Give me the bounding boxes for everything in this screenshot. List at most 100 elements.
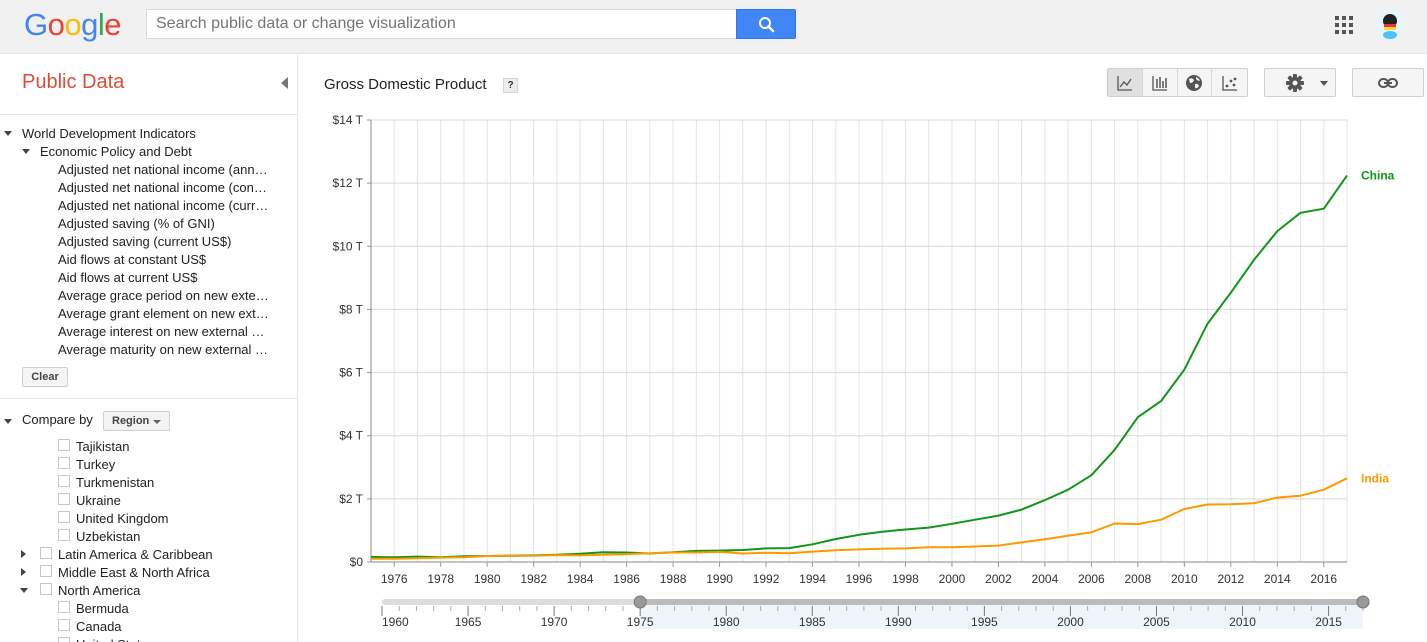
- compare-by-label: Compare by: [22, 412, 93, 427]
- country-checkbox[interactable]: [58, 529, 70, 541]
- x-tick-label: 2006: [1078, 572, 1105, 586]
- logo-letter: l: [97, 7, 105, 42]
- gear-icon: [1286, 74, 1328, 92]
- indicator-item[interactable]: Adjusted net national income (curr…: [58, 198, 269, 213]
- divider: [0, 398, 297, 399]
- series-line-india: [371, 477, 1348, 560]
- x-tick-label: 1998: [892, 572, 919, 586]
- timeline-label: 1995: [971, 615, 998, 629]
- country-item[interactable]: Uzbekistan: [76, 529, 141, 544]
- help-icon[interactable]: ?: [503, 78, 518, 93]
- country-checkbox[interactable]: [58, 637, 70, 642]
- x-tick-label: 2008: [1125, 572, 1152, 586]
- indicator-item[interactable]: Adjusted saving (current US$): [58, 234, 232, 249]
- logo-letter: g: [81, 7, 98, 42]
- avatar[interactable]: [1374, 8, 1406, 40]
- tree-root[interactable]: World Development Indicators: [22, 126, 196, 141]
- country-checkbox[interactable]: [58, 493, 70, 505]
- settings-button[interactable]: [1264, 68, 1336, 97]
- indicator-item[interactable]: Adjusted net national income (ann…: [58, 162, 268, 177]
- x-tick-label: 2016: [1310, 572, 1337, 586]
- tree-group[interactable]: Economic Policy and Debt: [40, 144, 192, 159]
- indicator-item[interactable]: Aid flows at constant US$: [58, 252, 207, 267]
- tree-expand-icon[interactable]: [4, 131, 12, 136]
- bubble-chart-button[interactable]: [1212, 69, 1247, 96]
- clear-button[interactable]: Clear: [22, 367, 68, 387]
- timeline-handle[interactable]: [633, 595, 647, 609]
- apps-grid-icon[interactable]: [1335, 16, 1353, 34]
- logo-letter: o: [64, 7, 82, 42]
- link-button[interactable]: [1352, 68, 1424, 97]
- line-chart-button[interactable]: [1108, 69, 1143, 96]
- region-select[interactable]: Region: [103, 411, 170, 431]
- region-item[interactable]: Middle East & North Africa: [58, 565, 210, 580]
- country-checkbox[interactable]: [58, 619, 70, 631]
- indicator-item[interactable]: Adjusted saving (% of GNI): [58, 216, 215, 231]
- country-item[interactable]: Ukraine: [76, 493, 121, 508]
- timeline-label: 2005: [1143, 615, 1170, 629]
- country-item[interactable]: Canada: [76, 619, 122, 634]
- region-item[interactable]: Latin America & Caribbean: [58, 547, 213, 562]
- x-tick-label: 2000: [939, 572, 966, 586]
- y-tick-label: $0: [350, 555, 364, 569]
- link-icon: [1378, 77, 1398, 88]
- region-checkbox[interactable]: [40, 565, 52, 577]
- line-chart-icon: [1117, 75, 1132, 91]
- chevron-right-icon[interactable]: [21, 568, 26, 576]
- timeline-label: 1985: [799, 615, 826, 629]
- country-item[interactable]: Turkey: [76, 457, 116, 472]
- country-item[interactable]: United Kingdom: [76, 511, 169, 526]
- x-tick-label: 1976: [381, 572, 408, 586]
- indicator-item[interactable]: Average grace period on new exte…: [58, 288, 269, 303]
- country-checkbox[interactable]: [58, 601, 70, 613]
- timeline-label: 1975: [627, 615, 654, 629]
- indicator-item[interactable]: Aid flows at current US$: [58, 270, 198, 285]
- x-tick-label: 1978: [427, 572, 454, 586]
- x-tick-label: 1988: [660, 572, 687, 586]
- indicator-item[interactable]: Average interest on new external …: [58, 324, 265, 339]
- logo-letter: e: [104, 7, 122, 42]
- x-tick-label: 2004: [1032, 572, 1059, 586]
- map-button[interactable]: [1178, 69, 1213, 96]
- indicator-item[interactable]: Adjusted net national income (con…: [58, 180, 267, 195]
- search-icon: [759, 17, 775, 33]
- country-item[interactable]: Bermuda: [76, 601, 129, 616]
- map-icon: [1186, 74, 1203, 91]
- google-logo[interactable]: Google: [24, 7, 122, 43]
- timeline-handle[interactable]: [1356, 595, 1370, 609]
- country-item[interactable]: United States: [76, 637, 154, 642]
- country-item[interactable]: Turkmenistan: [76, 475, 155, 490]
- region-item[interactable]: North America: [58, 583, 141, 598]
- indicator-item[interactable]: Average grant element on new ext…: [58, 306, 269, 321]
- chevron-right-icon[interactable]: [21, 550, 26, 558]
- region-checkbox[interactable]: [40, 547, 52, 559]
- country-checkbox[interactable]: [58, 457, 70, 469]
- x-tick-label: 1996: [846, 572, 873, 586]
- series-label-china: China: [1361, 169, 1395, 183]
- x-tick-label: 1984: [567, 572, 594, 586]
- country-item[interactable]: Tajikistan: [76, 439, 130, 454]
- region-checkbox[interactable]: [40, 583, 52, 595]
- search-button[interactable]: [736, 9, 796, 39]
- y-tick-label: $10 T: [333, 239, 364, 253]
- y-tick-label: $14 T: [333, 113, 364, 127]
- tree-expand-icon[interactable]: [22, 149, 30, 154]
- logo-letter: o: [47, 7, 65, 42]
- compare-expand-icon[interactable]: [4, 419, 12, 424]
- country-checkbox[interactable]: [58, 475, 70, 487]
- collapse-sidebar-icon[interactable]: [281, 77, 288, 89]
- timeline-track: [382, 599, 641, 605]
- bar-chart-icon: [1151, 75, 1167, 91]
- country-checkbox[interactable]: [58, 511, 70, 523]
- search-input[interactable]: [146, 9, 738, 39]
- timeline-label: 1990: [885, 615, 912, 629]
- chevron-down-icon[interactable]: [20, 588, 28, 593]
- region-select-value: Region: [112, 415, 150, 427]
- bar-chart-button[interactable]: [1143, 69, 1178, 96]
- x-tick-label: 1994: [799, 572, 826, 586]
- indicator-item[interactable]: Average maturity on new external …: [58, 342, 269, 357]
- x-tick-label: 2002: [985, 572, 1012, 586]
- country-checkbox[interactable]: [58, 439, 70, 451]
- y-tick-label: $4 T: [339, 429, 363, 443]
- line-chart: $0 $2 T $4 T $6 T $8 T $10 T $12 T $14 T 1976 197…: [333, 113, 1395, 629]
